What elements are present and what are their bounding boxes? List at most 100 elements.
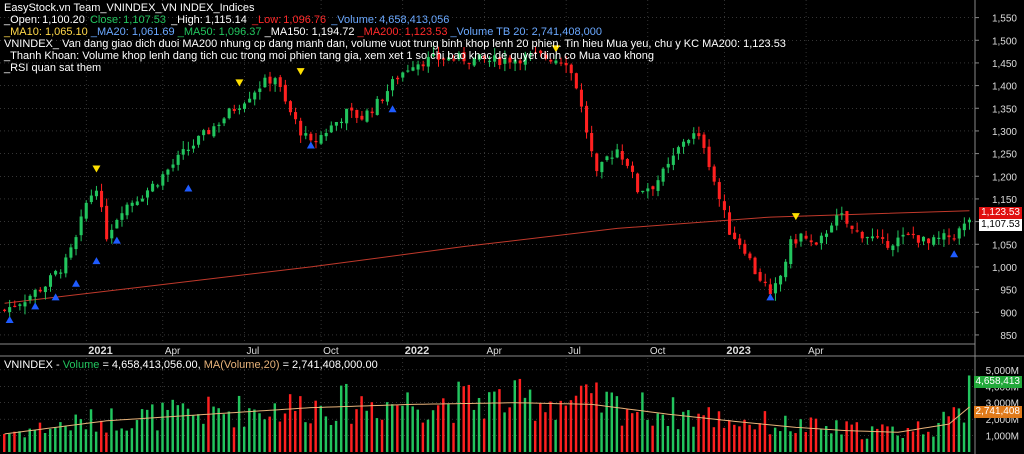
time-tick-label: Apr [486, 346, 502, 357]
price-tick-label: 1,300 [992, 127, 1017, 138]
candle-body [426, 57, 430, 67]
volume-bar [54, 427, 57, 452]
volume-bar [661, 414, 665, 452]
candle-body [636, 173, 640, 193]
volume-bar [768, 434, 772, 452]
candle-body [18, 304, 22, 306]
candle-body [835, 215, 839, 226]
close-price-badge: 1,107.53 [979, 219, 1022, 231]
ma150-value: _MA150: 1,194.72 [264, 26, 355, 38]
candle-body [784, 261, 788, 278]
candle-body [253, 92, 257, 100]
volume-bar [937, 422, 940, 452]
candle-body [860, 231, 864, 239]
candle-body [697, 133, 701, 137]
candle-body [339, 121, 344, 124]
volume-bar [824, 425, 828, 452]
volume-bar [186, 408, 190, 452]
volume-bar [171, 399, 174, 452]
volume-bar [222, 414, 225, 452]
volume-bar [886, 426, 889, 452]
sell-signal-marker [235, 79, 244, 87]
volume-pane-header: VNINDEX - Volume = 4,658,413,056.00, MA(… [4, 359, 378, 371]
volume-bar [636, 412, 639, 452]
volume-bar [304, 422, 307, 452]
low-value: 1,096.76 [283, 14, 327, 26]
volume-bar [401, 405, 404, 452]
volume-bar [855, 422, 859, 452]
sell-signal-marker [296, 68, 305, 76]
price-tick-label: 1,500 [992, 36, 1017, 47]
volume-bar [100, 420, 103, 452]
candle-body [600, 161, 604, 173]
volume-bar [860, 439, 864, 452]
time-tick-label: Jul [568, 346, 581, 357]
time-tick-label: 2022 [405, 345, 429, 357]
volume-bar [503, 412, 506, 452]
volume-bar [212, 406, 215, 452]
candle-body [528, 53, 532, 55]
volume-bar [48, 428, 52, 452]
candle-body [79, 216, 83, 236]
volume-bar [299, 396, 302, 452]
volume-bar [947, 416, 950, 452]
volume-bar [130, 428, 134, 452]
volume-bar [23, 437, 26, 452]
volume-bar [13, 431, 16, 452]
volume-bar [564, 405, 568, 452]
volume-bar [447, 403, 450, 452]
volume-tick-label: 3,000M [986, 399, 1019, 410]
open-label: _Open: [4, 14, 41, 26]
volume-bar [28, 428, 31, 452]
candle-body [84, 202, 88, 219]
low-label: _Low: [251, 14, 282, 26]
volume-bar [258, 413, 261, 452]
volume-bar [901, 437, 904, 452]
volume-bar [278, 421, 282, 452]
candle-body [513, 59, 517, 64]
volume-bar [763, 411, 767, 452]
high-value: 1,115.14 [204, 14, 247, 26]
candle-body [779, 275, 783, 285]
volume-bar [8, 433, 11, 452]
candle-body [921, 236, 926, 242]
volume-bar [391, 404, 394, 452]
volume-bar [692, 426, 695, 452]
candle-body [181, 149, 185, 155]
candle-body [23, 302, 27, 307]
candle-body [901, 234, 905, 237]
volume-ma-line [4, 402, 970, 435]
candle-body [564, 62, 568, 66]
volume-bar [656, 413, 659, 452]
volume-bar [789, 431, 792, 452]
candle-body [411, 67, 415, 71]
volume-bar [64, 426, 67, 452]
volume-bar [830, 433, 833, 452]
volume-bar [921, 434, 925, 452]
candle-body [891, 245, 895, 251]
candle-body [54, 270, 58, 275]
volume-bar [248, 408, 251, 452]
volume-bar [406, 392, 409, 452]
candle-body [288, 101, 292, 113]
candle-body [319, 135, 323, 144]
candle-body [789, 239, 793, 264]
candle-body [436, 52, 441, 60]
volume-bar [702, 415, 705, 452]
candle-body [533, 52, 538, 54]
volume-bar [472, 409, 476, 452]
volume-bar [207, 396, 210, 452]
candle-body [554, 60, 558, 64]
candle-body [722, 201, 726, 211]
volume-bar [411, 406, 414, 452]
candle-body [191, 145, 195, 149]
close-label: Close: [89, 14, 122, 26]
close-value: 1,107.53 [123, 14, 166, 26]
candle-body [881, 237, 885, 239]
candle-body [855, 230, 859, 232]
volume-bar [962, 422, 966, 452]
candle-body [799, 233, 803, 242]
volume-bar [697, 413, 700, 452]
volume-bar [906, 428, 910, 452]
